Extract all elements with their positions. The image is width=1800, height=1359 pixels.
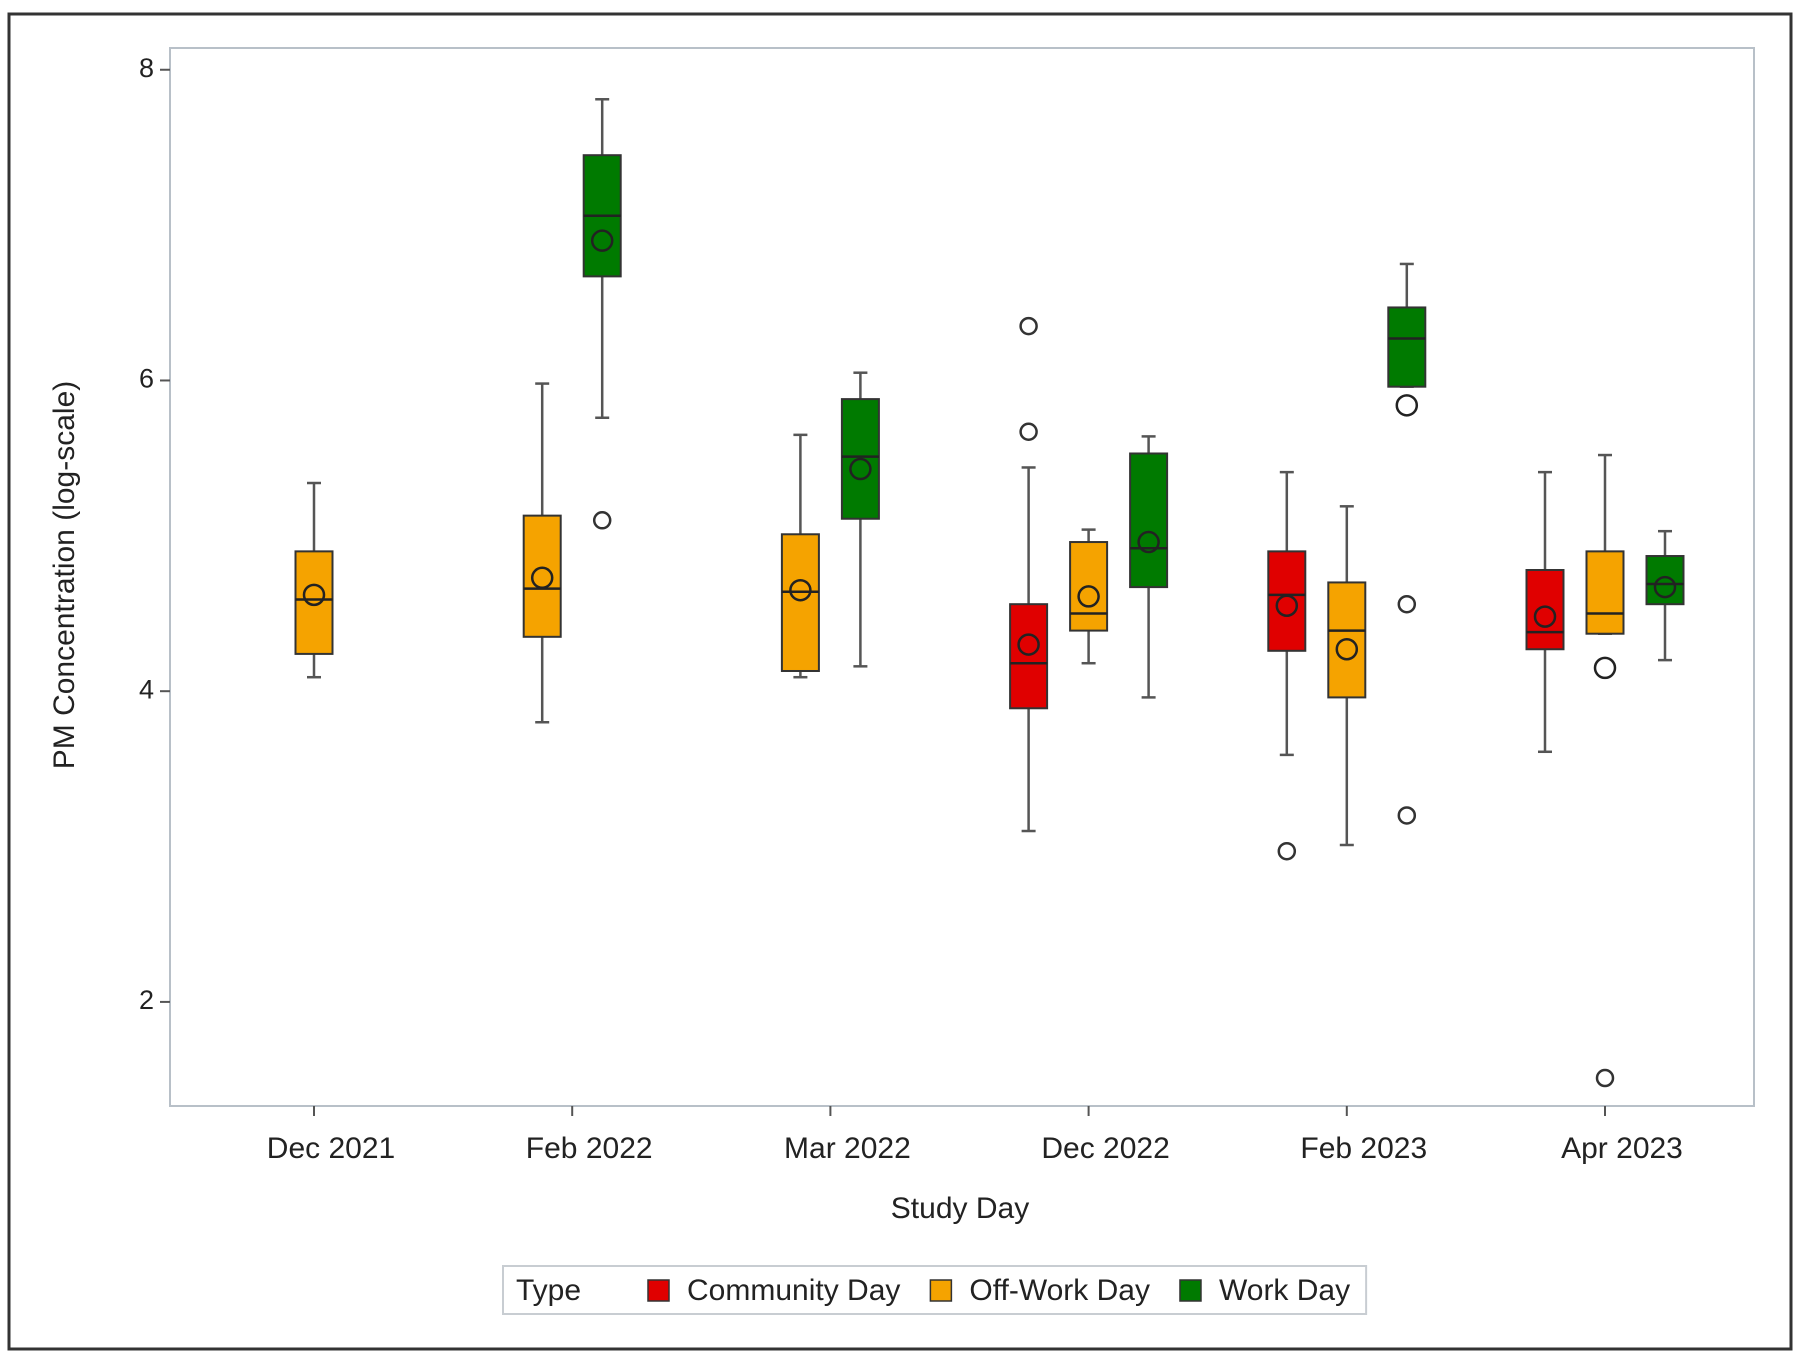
legend-label: Work Day: [1219, 1274, 1350, 1307]
legend: Type Community Day Off-Work Day Work Day: [502, 1265, 1368, 1315]
y-tick-label: 4: [139, 674, 154, 704]
mean: [1077, 585, 1100, 608]
y-axis-label: PM Concentration (log-scale): [48, 381, 81, 770]
outlier: [1397, 594, 1417, 614]
x-tick-label: Feb 2022: [526, 1132, 653, 1165]
mean: [590, 229, 614, 252]
mean: [1137, 530, 1160, 554]
y-tick-label: 8: [139, 53, 154, 83]
box: [1645, 555, 1685, 606]
x-axis-label: Study Day: [891, 1192, 1029, 1225]
outlier: [1019, 316, 1038, 336]
box: [780, 533, 820, 672]
box: [1267, 550, 1307, 652]
mean: [1335, 637, 1359, 661]
mean: [1017, 633, 1040, 656]
y-tick-label: 6: [139, 364, 154, 394]
frame: [7, 12, 1793, 1351]
legend-label: Community Day: [687, 1274, 900, 1307]
mean: [1275, 594, 1299, 617]
box: [1129, 452, 1169, 589]
legend-label: Off-Work Day: [969, 1274, 1150, 1307]
box: [1387, 306, 1427, 388]
outlier: [1019, 422, 1038, 441]
x-tick-label: Dec 2022: [1041, 1132, 1169, 1165]
mean: [1395, 394, 1419, 417]
x-tick-label: Feb 2023: [1300, 1132, 1427, 1165]
plot-area: [169, 47, 1755, 1107]
legend-swatch: [929, 1279, 953, 1302]
outlier: [592, 511, 612, 530]
box: [522, 514, 562, 638]
outlier: [1595, 1068, 1615, 1088]
legend-frame: [502, 1265, 1368, 1315]
legend-swatch: [1179, 1279, 1202, 1302]
x-tick-label: Apr 2023: [1561, 1132, 1683, 1165]
outlier: [1397, 806, 1417, 825]
mean: [302, 583, 326, 607]
mean: [1533, 605, 1557, 628]
x-tick-label: Mar 2022: [784, 1132, 911, 1165]
mean: [1653, 575, 1677, 599]
legend-title: Type: [516, 1274, 581, 1307]
box: [1009, 603, 1049, 710]
mean: [1593, 656, 1617, 680]
legend-swatch: [647, 1279, 670, 1302]
box: [1585, 550, 1625, 635]
mean: [789, 578, 812, 602]
mean: [849, 457, 872, 481]
outlier: [1277, 841, 1297, 861]
box: [1525, 569, 1565, 651]
box: [294, 550, 334, 655]
x-tick-label: Dec 2021: [267, 1132, 395, 1165]
mean: [530, 566, 554, 590]
y-tick-label: 2: [139, 985, 154, 1015]
